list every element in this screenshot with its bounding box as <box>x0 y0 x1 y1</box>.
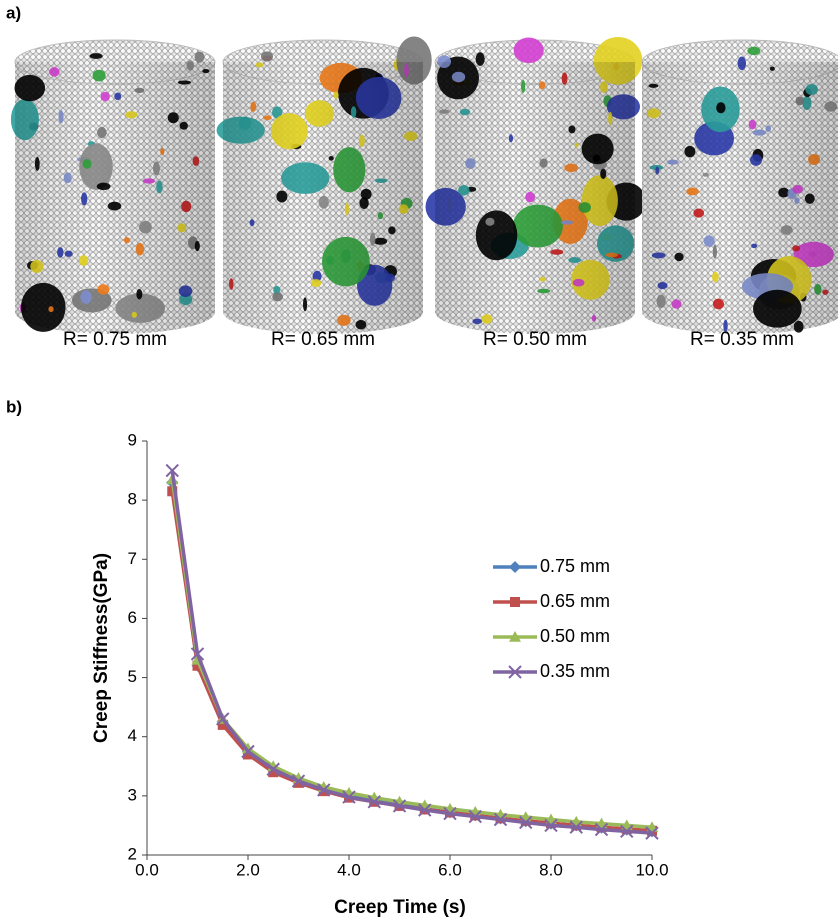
x-tick-label: 2.0 <box>236 860 260 879</box>
marker <box>241 744 255 759</box>
x-tick-label: 4.0 <box>337 860 361 879</box>
cylinder-shade <box>642 62 838 334</box>
image-caption: R= 0.65 mm <box>271 329 375 350</box>
marker <box>268 767 279 778</box>
legend-label: 0.75 mm <box>540 556 610 576</box>
y-tick-label: 3 <box>128 785 137 804</box>
y-tick-label: 8 <box>128 490 137 509</box>
cylinder-image: R= 0.65 mm <box>216 36 432 350</box>
aggregate <box>260 51 274 62</box>
panel-label: b) <box>6 397 22 416</box>
marker <box>569 820 583 834</box>
marker <box>645 826 659 840</box>
marker <box>266 762 280 776</box>
marker <box>243 749 253 760</box>
series-line <box>170 470 653 835</box>
image-caption: R= 0.50 mm <box>483 329 587 350</box>
x-tick-label: 6.0 <box>438 860 462 879</box>
series-line <box>170 482 653 834</box>
marker <box>519 815 533 830</box>
legend-label: 0.65 mm <box>540 591 610 611</box>
marker <box>443 806 457 821</box>
cylinder-shade <box>435 62 635 334</box>
y-axis-title: Creep Stiffness(GPa) <box>91 553 112 743</box>
cylinder-images: R= 0.75 mm R= 0.65 mm R= 0.50 mm R= 0.35 mm <box>10 36 838 350</box>
marker <box>291 774 306 788</box>
legend-marker <box>509 631 521 642</box>
marker <box>216 712 230 726</box>
marker <box>192 660 203 671</box>
legend-label: 0.35 mm <box>540 661 610 681</box>
y-tick-label: 7 <box>128 549 137 568</box>
x-tick-label: 10.0 <box>635 860 668 879</box>
y-tick-label: 9 <box>128 430 137 449</box>
marker <box>594 822 609 837</box>
panel-label: a) <box>6 3 21 22</box>
marker <box>620 824 634 839</box>
marker <box>342 790 356 804</box>
cylinder-image: R= 0.75 mm <box>10 39 216 350</box>
marker <box>392 799 407 813</box>
image-caption: R= 0.35 mm <box>690 329 794 350</box>
legend-marker <box>509 561 521 573</box>
marker <box>544 818 558 833</box>
legend-marker <box>510 597 520 607</box>
aggregate <box>89 53 103 59</box>
image-caption: R= 0.75 mm <box>63 329 167 350</box>
marker <box>190 647 205 661</box>
marker <box>468 809 482 824</box>
marker <box>217 719 228 730</box>
y-tick-label: 5 <box>128 667 137 686</box>
cylinder-image: R= 0.35 mm <box>641 39 838 350</box>
series-line <box>170 479 653 829</box>
cylinder-image: R= 0.50 mm <box>425 36 646 350</box>
x-tick-label: 8.0 <box>539 860 563 879</box>
marker <box>367 795 381 809</box>
marker <box>242 742 254 754</box>
marker <box>418 803 432 817</box>
x-tick-label: 0.0 <box>135 860 159 879</box>
x-axis-title: Creep Time (s) <box>334 897 466 918</box>
aggregate <box>513 37 544 64</box>
marker <box>317 783 331 797</box>
marker <box>165 463 179 478</box>
aggregate <box>194 51 205 63</box>
y-tick-label: 6 <box>128 608 137 627</box>
cylinder-shade <box>223 62 423 334</box>
legend-label: 0.50 mm <box>540 626 610 646</box>
cylinder-shade <box>15 62 215 334</box>
y-tick-label: 4 <box>128 726 137 745</box>
marker <box>493 812 508 827</box>
legend-marker <box>508 665 522 679</box>
y-tick-label: 2 <box>128 844 137 863</box>
aggregate <box>747 46 761 56</box>
